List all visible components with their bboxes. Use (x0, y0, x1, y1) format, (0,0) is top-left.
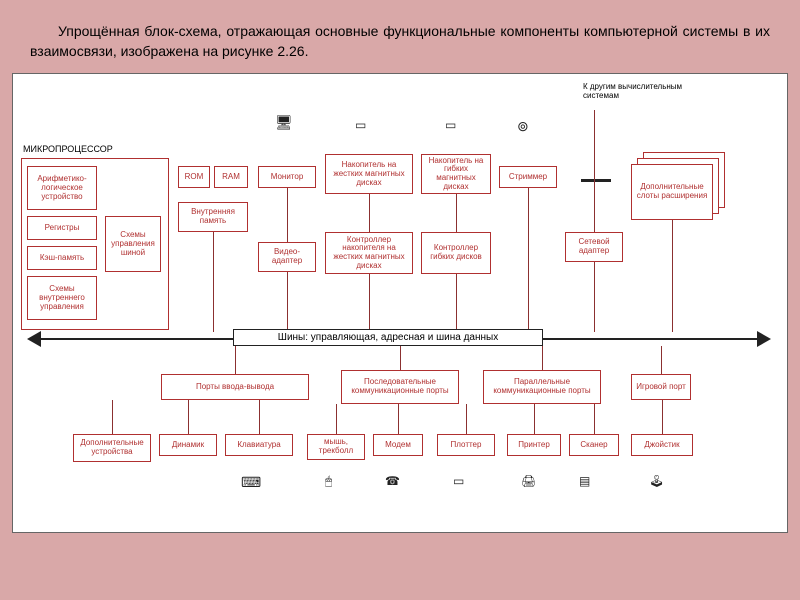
joystick-box: Джойстик (631, 434, 693, 456)
keyboard-icon: ⌨ (241, 474, 261, 491)
vline-hdd (369, 194, 370, 232)
monitor-box: Монитор (258, 166, 316, 188)
plotter-icon: ▭ (453, 474, 464, 488)
bus-ctrl-box: Схемы управления шиной (105, 216, 161, 272)
joystick-icon: 🕹 (649, 474, 664, 488)
vl-d0 (112, 400, 113, 434)
hdd-ctrl-box: Контроллер накопителя на жестких магнитн… (325, 232, 413, 274)
vline-hddc (369, 274, 370, 332)
mouse-icon: 🖱 (325, 474, 332, 489)
rom-box: ROM (178, 166, 210, 188)
fdd-icon: ▭ (445, 118, 456, 132)
vline-game (661, 346, 662, 374)
printer-icon: 🖨 (521, 474, 536, 488)
vl-d6 (534, 404, 535, 434)
video-box: Видео-адаптер (258, 242, 316, 272)
monitor-icon: 🖥 (275, 114, 293, 131)
vline-mem (213, 232, 214, 332)
scanner-box: Сканер (569, 434, 619, 456)
speaker-box: Динамик (159, 434, 217, 456)
vl-d1 (188, 400, 189, 434)
vline-fddc (456, 274, 457, 332)
diagram-panel: МИКРОПРОЦЕССОР Арифметико-логическое уст… (12, 73, 788, 533)
alu-box: Арифметико-логическое устройство (27, 166, 97, 210)
vl-d8 (662, 400, 663, 434)
game-box: Игровой порт (631, 374, 691, 400)
mouse-box: мышь, трекболл (307, 434, 365, 460)
hdd-box: Накопитель на жестких магнитных дисках (325, 154, 413, 194)
streamer-icon: ⊚ (517, 118, 529, 135)
caption-text: Упрощённая блок-схема, отражающая основн… (0, 0, 800, 73)
ram-box: RAM (214, 166, 248, 188)
vline-net (594, 110, 595, 232)
scanner-icon: ▤ (579, 474, 590, 488)
hdd-icon: ▭ (355, 118, 366, 132)
extra-box: Дополнительные устройства (73, 434, 151, 462)
vline-slots (672, 220, 673, 332)
vline-fdd (456, 194, 457, 232)
net-icon: ▬▬▬ (581, 174, 611, 185)
vline-mon (287, 188, 288, 242)
bus-label: Шины: управляющая, адресная и шина данны… (233, 329, 543, 346)
keyboard-box: Клавиатура (225, 434, 293, 456)
modem-box: Модем (373, 434, 423, 456)
fdd-ctrl-box: Контроллер гибких дисков (421, 232, 491, 274)
net-box: Сетевой адаптер (565, 232, 623, 262)
vline-net2 (594, 262, 595, 332)
fdd-box: Накопитель на гибких магнитных дисках (421, 154, 491, 194)
cache-box: Кэш-память (27, 246, 97, 270)
vl-d3 (336, 404, 337, 434)
streamer-box: Стриммер (499, 166, 557, 188)
to-other-label: К другим вычислительным системам (583, 82, 703, 100)
vline-io (235, 346, 236, 374)
ctrl-box: Схемы внутреннего управления (27, 276, 97, 320)
vline-str (528, 188, 529, 332)
io-ports-box: Порты ввода-вывода (161, 374, 309, 400)
vl-d7 (594, 404, 595, 434)
vline-video (287, 272, 288, 332)
printer-box: Принтер (507, 434, 561, 456)
vl-d2 (259, 400, 260, 434)
vl-d4 (398, 404, 399, 434)
cpu-group-label: МИКРОПРОЦЕССОР (23, 144, 113, 154)
parallel-box: Параллельные коммуникационные порты (483, 370, 601, 404)
plotter-box: Плоттер (437, 434, 495, 456)
slots-box: Дополнительные слоты расширения (631, 164, 713, 220)
modem-icon: ☎ (385, 474, 400, 488)
serial-box: Последовательные коммуникационные порты (341, 370, 459, 404)
registers-box: Регистры (27, 216, 97, 240)
intmem-box: Внутренняя память (178, 202, 248, 232)
vl-d5 (466, 404, 467, 434)
